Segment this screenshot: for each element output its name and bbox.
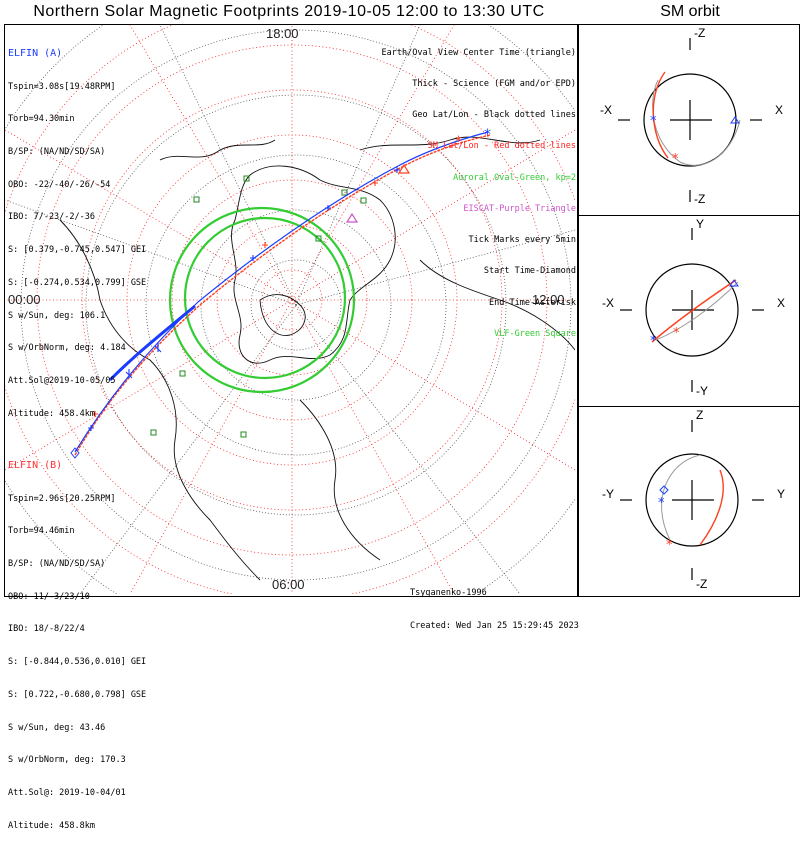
- elfin-b-line: S: [-0.844,0.536,0.010] GEI: [8, 657, 147, 668]
- orbit1-bottom-label: -Z: [694, 192, 706, 206]
- legend-item: VLF-Green Square: [494, 328, 576, 339]
- orbit2-top-label: Y: [696, 217, 705, 231]
- orbit1-right-label: X: [775, 103, 784, 117]
- legend-item: End Time-Asterisk: [489, 297, 576, 308]
- time-label-right: 12:00: [532, 292, 565, 307]
- elfin-b-header: ELFIN (B): [8, 459, 63, 471]
- elfin-a-line: Att.Sol@2019-10-05/05: [8, 376, 116, 386]
- elfin-a-line: S w/OrbNorm, deg: 4.184: [8, 343, 126, 354]
- time-label-left: 00:00: [8, 292, 41, 307]
- elfin-a-line: B/SP: (NA/ND/SD/SA): [8, 146, 106, 157]
- elfin-b-line: S w/OrbNorm, deg: 170.3: [8, 755, 126, 766]
- elfin-a-line: S: [0.379,-0.745,0.547] GEI: [8, 245, 147, 256]
- svg-text:*: *: [650, 114, 657, 129]
- elfin-a-line: Tspin=3.08s[19.48RPM]: [8, 81, 116, 92]
- svg-text:*: *: [672, 152, 679, 167]
- elfin-a-line: Torb=94.30min: [8, 114, 75, 125]
- legend-item: EISCAT-Purple Triangle: [463, 203, 576, 214]
- legend: Earth/Oval View Center Time (triangle) T…: [382, 27, 576, 350]
- start-diamond: [70, 447, 80, 459]
- legend-item: Thick - Science (FGM and/or EPD): [412, 79, 576, 90]
- legend-item: Tick Marks every 5min: [468, 235, 576, 246]
- orbit-title: SM orbit: [660, 3, 720, 20]
- svg-text:*: *: [650, 334, 657, 349]
- orbit3-right-label: Y: [777, 487, 786, 501]
- orbit-plot-3: [620, 420, 764, 580]
- elfin-a-line: Altitude: 458.4km: [8, 408, 95, 419]
- orbit2-bottom-label: -Y: [696, 384, 708, 398]
- elfin-a-line: IBO: 7/-23/-2/-36: [8, 212, 95, 223]
- vlf-stations: [150, 175, 367, 438]
- orbit2-left-label: -X: [602, 296, 614, 310]
- legend-item: Geo Lat/Lon - Black dotted lines: [412, 110, 576, 121]
- elfin-a-info: ELFIN (A) Tspin=3.08s[19.48RPM] Torb=94.…: [8, 27, 146, 431]
- svg-text:*: *: [455, 134, 462, 150]
- elfin-b-track: [74, 134, 491, 456]
- auroral-oval: [168, 206, 356, 394]
- time-label-top: 18:00: [266, 26, 299, 41]
- orbit2-right-label: X: [777, 296, 786, 310]
- elfin-b-info: ELFIN (B) Tspin=2.96s[20.25RPM] Torb=94.…: [8, 439, 146, 843]
- legend-item: Start Time-Diamond: [483, 266, 576, 277]
- elfin-b-line: IBO: 18/-8/22/4: [8, 624, 85, 635]
- center-time-triangle: [397, 163, 411, 174]
- elfin-b-line: Torb=94.46min: [8, 526, 75, 537]
- elfin-a-line: OBO: -22/-40/-26/-54: [8, 179, 111, 190]
- elfin-b-line: S w/Sun, deg: 43.46: [8, 722, 106, 733]
- orbit-markers: * * * * * *: [650, 114, 680, 553]
- footprint-map: * * * * * * * *: [5, 25, 764, 594]
- coastlines: [59, 136, 575, 581]
- plot-title: Northern Solar Magnetic Footprints 2019-…: [33, 3, 545, 20]
- elfin-a-line: S: [-0.274,0.534,0.799] GSE: [8, 277, 147, 288]
- model-credit: Tsyganenko-1996: [410, 588, 487, 598]
- orbit1-left-label: -X: [600, 103, 612, 117]
- elfin-b-line: OBO: 11/-3/23/10: [8, 591, 90, 602]
- footprint-map-frame: [4, 24, 578, 597]
- orbit3-left-label: -Y: [602, 487, 614, 501]
- orbit1-top-label: -Z: [694, 26, 706, 40]
- footer: Tsyganenko-1996 Created: Wed Jan 25 15:2…: [410, 566, 579, 643]
- legend-item: Auroral Oval-Green, kp=2: [453, 172, 576, 183]
- svg-text:*: *: [666, 538, 673, 553]
- time-label-bottom: 06:00: [272, 577, 305, 592]
- end-asterisk: *: [484, 127, 491, 143]
- elfin-a-header: ELFIN (A): [8, 47, 63, 59]
- elfin-b-line: Tspin=2.96s[20.25RPM]: [8, 493, 116, 504]
- created-timestamp: Created: Wed Jan 25 15:29:45 2023: [410, 621, 579, 631]
- elfin-a-line: S w/Sun, deg: 106.1: [8, 310, 106, 321]
- elfin-b-line: S: [0.722,-0.680,0.798] GSE: [8, 689, 147, 700]
- elfin-b-line: Att.Sol@: 2019-10-04/01: [8, 788, 126, 798]
- svg-text:*: *: [658, 496, 665, 511]
- elfin-a-science: [108, 304, 196, 382]
- legend-item: SM Lat/Lon - Red dotted lines: [427, 141, 576, 152]
- svg-text:*: *: [673, 326, 680, 341]
- orbit3-bottom-label: -Z: [696, 577, 708, 591]
- orbit-plot-2: [620, 228, 764, 392]
- elfin-b-line: B/SP: (NA/ND/SD/SA): [8, 558, 106, 569]
- legend-item: Earth/Oval View Center Time (triangle): [381, 47, 576, 58]
- orbit-plot-1: [618, 38, 762, 202]
- orbit3-top-label: Z: [696, 408, 704, 422]
- elfin-b-line: Altitude: 458.8km: [8, 820, 95, 831]
- eiscat-triangle: [345, 212, 359, 223]
